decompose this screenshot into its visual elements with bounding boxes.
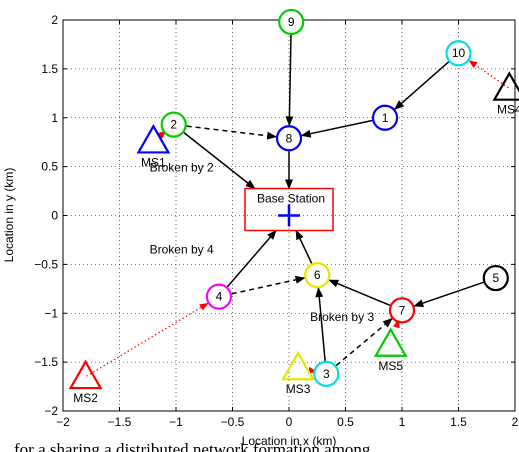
x-tick-label: 0 (286, 415, 293, 429)
annotations-layer: Broken by 2 Broken by 4 Broken by 3 (150, 161, 375, 325)
y-tick-label: −0.5 (34, 257, 58, 271)
relay-node-6-label: 6 (314, 268, 321, 282)
link-6-to-bs (295, 229, 313, 264)
x-tick-label: 0.5 (337, 415, 354, 429)
base-station-plus-marker (278, 204, 300, 227)
base-station: Base Station (244, 187, 334, 232)
relay-node-10-circle (445, 40, 472, 67)
y-tick-label: −1 (44, 306, 58, 320)
ms1-label: MS1 (141, 155, 166, 169)
y-tick-label: 1 (51, 111, 58, 125)
ms3-label: MS3 (286, 382, 311, 396)
relay-node-4-label: 4 (216, 290, 223, 304)
relay-node-9-label: 9 (288, 15, 295, 29)
relay-node-7-label: 7 (399, 303, 406, 317)
ms1-triangle (136, 123, 171, 154)
annotation-broken-by-3: Broken by 3 (310, 310, 374, 324)
relay-node-5-label: 5 (492, 271, 499, 285)
link-7-to-6 (328, 279, 391, 307)
relay-node-6-circle (304, 262, 331, 289)
relay-node-8-circle (275, 125, 303, 152)
link-5-to-7 (413, 281, 484, 307)
ms4-triangle (492, 71, 519, 101)
link-2-to-bs (183, 132, 256, 190)
y-axis-ticks: 2 1.5 1 0.5 0 −0.5 −1 −1.5 −2 (34, 13, 515, 418)
relay-node-9-circle (278, 8, 305, 36)
link-4-to-bs (226, 229, 277, 288)
backup-link-2-to-8 (186, 125, 278, 140)
relay-node-1-label: 1 (382, 111, 389, 125)
y-tick-label: 1.5 (41, 62, 58, 76)
y-tick-label: 0 (51, 209, 58, 223)
relay-node-7-circle (388, 297, 416, 324)
x-axis-label: Location in x (km) (242, 434, 337, 448)
annotation-broken-by-2: Broken by 2 (150, 161, 214, 175)
relay-node-2-circle (160, 111, 187, 138)
relay-node-10-label: 10 (452, 46, 466, 60)
links-layer (86, 34, 509, 377)
link-3-to-6 (315, 287, 326, 361)
y-tick-label: −1.5 (34, 355, 58, 369)
x-tick-label: −0.5 (221, 415, 245, 429)
x-tick-label: 1 (399, 415, 406, 429)
relay-node-8-label: 8 (286, 131, 293, 145)
x-tick-label: −1.5 (108, 415, 132, 429)
relay-node-1-circle (371, 104, 399, 131)
link-10-to-1 (394, 61, 450, 110)
x-tick-label: −2 (56, 415, 70, 429)
x-tick-label: −1 (169, 415, 183, 429)
y-tick-label: −2 (44, 404, 58, 418)
ms2-triangle (68, 359, 103, 390)
relay-node-4-circle (205, 283, 233, 310)
caption-fragment: for a sharing a distributed network form… (14, 440, 371, 452)
ms5-label: MS5 (378, 359, 403, 373)
mobile-stations-layer: MS1 MS2 MS3 MS4 MS5 (68, 71, 519, 405)
y-tick-label: 0.5 (41, 160, 58, 174)
relay-nodes-layer: 1 2 3 4 5 6 7 8 9 10 (160, 8, 509, 387)
ms3-triangle (281, 350, 315, 381)
ms5-triangle (373, 327, 408, 357)
annotation-broken-by-4: Broken by 4 (150, 243, 214, 257)
backup-link-4-to-6 (231, 275, 306, 295)
x-tick-label: 1.5 (450, 415, 467, 429)
relay-node-3-circle (313, 360, 340, 387)
ms2-label: MS2 (73, 391, 98, 405)
relay-node-2-label: 2 (170, 118, 177, 132)
ms4-label: MS4 (497, 103, 519, 117)
backup-link-3-to-7 (335, 318, 393, 367)
base-station-label: Base Station (257, 192, 325, 206)
relay-node-3-label: 3 (323, 367, 330, 381)
relay-node-5-circle (482, 264, 509, 292)
y-axis-label: Location in y (km) (2, 168, 16, 263)
link-9-to-8 (285, 34, 294, 127)
x-tick-label: 2 (512, 415, 519, 429)
base-station-box (244, 187, 334, 232)
y-tick-label: 2 (51, 13, 58, 27)
link-1-to-8 (300, 119, 373, 138)
